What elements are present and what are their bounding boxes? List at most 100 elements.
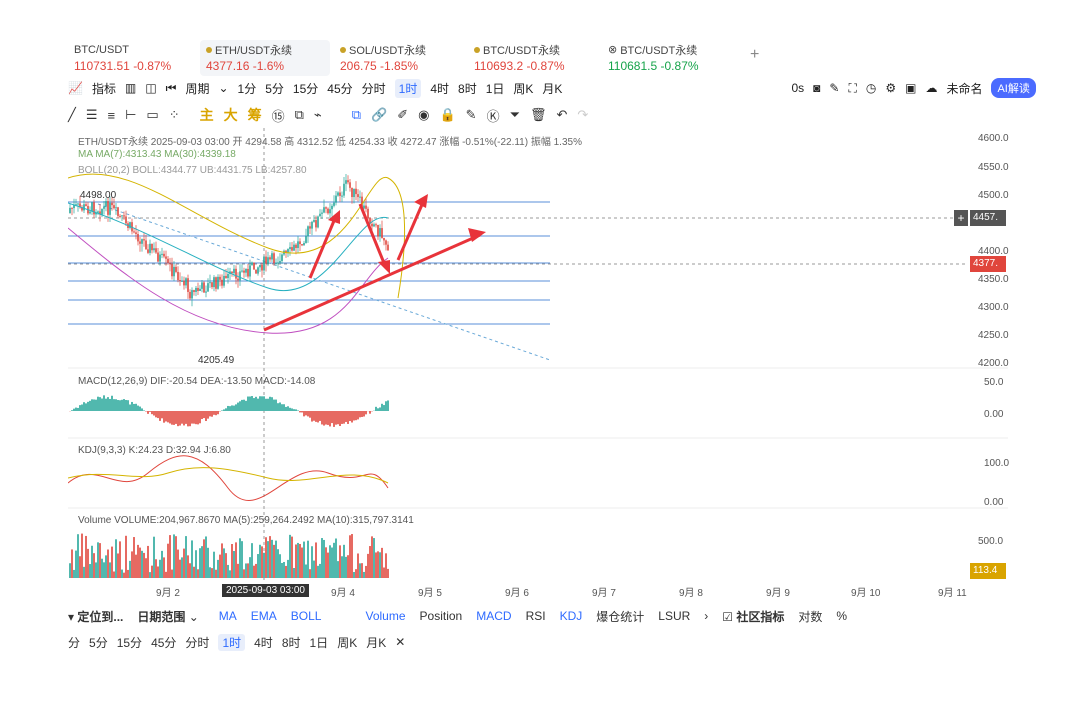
indicator-volume[interactable]: Volume bbox=[365, 609, 406, 623]
macd-bar bbox=[107, 397, 109, 411]
tf-1m-b[interactable]: 分 bbox=[68, 635, 81, 650]
rect-tool-icon[interactable]: ▭ bbox=[146, 107, 159, 122]
indicator-ma[interactable]: MA bbox=[218, 609, 237, 623]
tf-4h[interactable]: 4时 bbox=[430, 81, 450, 96]
tf-1d-b[interactable]: 1日 bbox=[309, 635, 329, 650]
volume-bar bbox=[203, 539, 205, 578]
tab-eth-perp[interactable]: ETH/USDT永续 4377.16 -1.6% bbox=[200, 40, 330, 76]
k-icon[interactable]: Ⓚ bbox=[486, 108, 500, 124]
kline-chart[interactable] bbox=[67, 128, 1008, 583]
ray-tool-icon[interactable]: ⊢ bbox=[125, 107, 137, 122]
chart-area[interactable] bbox=[67, 128, 1008, 588]
fifteen-icon[interactable]: ⑮ bbox=[271, 108, 285, 124]
line-tool-icon[interactable]: ╱ bbox=[68, 107, 76, 122]
tf-5m-b[interactable]: 5分 bbox=[89, 635, 108, 650]
tf-1d[interactable]: 1日 bbox=[485, 81, 505, 96]
gear-icon[interactable]: ⚙ bbox=[885, 81, 897, 95]
indicator-rsi[interactable]: RSI bbox=[525, 609, 546, 623]
indicator-position[interactable]: Position bbox=[419, 609, 463, 623]
candle-type-icon[interactable]: ▥ bbox=[124, 81, 137, 95]
lock-icon[interactable]: 🔒 bbox=[439, 107, 456, 122]
date-range-button[interactable]: 日期范围 ⌄ bbox=[137, 609, 199, 624]
chip-indicator-toggle[interactable]: 筹 bbox=[247, 107, 262, 123]
tab-btc-perp[interactable]: BTC/USDT永续 110693.2 -0.87% bbox=[468, 40, 571, 76]
edit-icon[interactable]: ✎ bbox=[465, 107, 477, 122]
period-button[interactable]: 周期 bbox=[185, 81, 210, 96]
trash-icon[interactable]: 🗑 bbox=[530, 107, 547, 122]
macd-bar bbox=[223, 409, 225, 411]
copy-icon[interactable]: ⧉ bbox=[351, 107, 362, 122]
tf-month[interactable]: 月K bbox=[542, 81, 563, 96]
volume-bar bbox=[337, 561, 339, 578]
tf-time[interactable]: 分时 bbox=[361, 81, 386, 96]
indicator-liquidation[interactable]: 爆仓统计 bbox=[596, 609, 645, 624]
log-scale-toggle[interactable]: 对数 bbox=[798, 609, 823, 624]
indicator-macd[interactable]: MACD bbox=[476, 609, 512, 623]
cloud-icon[interactable]: ☁ bbox=[925, 81, 938, 95]
pen-icon[interactable]: ✎ bbox=[829, 81, 840, 95]
volume-bar bbox=[219, 554, 221, 578]
macd-bar bbox=[119, 400, 121, 411]
indicator-boll[interactable]: BOLL bbox=[290, 609, 322, 623]
tf-1m[interactable]: 1分 bbox=[237, 81, 257, 96]
tf-1h[interactable]: 1时 bbox=[394, 78, 422, 98]
link-icon[interactable]: 🔗 bbox=[371, 107, 388, 122]
tf-5m[interactable]: 5分 bbox=[265, 81, 284, 96]
big-indicator-toggle[interactable]: 大 bbox=[223, 107, 238, 123]
replay-icon[interactable]: ⏮ bbox=[165, 80, 177, 95]
ai-button[interactable]: AI解读 bbox=[991, 78, 1036, 98]
candle-body bbox=[211, 282, 213, 288]
volume-bar bbox=[279, 554, 281, 578]
tab-btc-perp-2[interactable]: ⊗ BTC/USDT永续 110681.5 -0.87% bbox=[602, 40, 705, 76]
camera-icon[interactable]: ◙ bbox=[813, 81, 821, 95]
close-icon[interactable]: ✕ bbox=[395, 635, 406, 649]
tab-sol-perp[interactable]: SOL/USDT永续 206.75 -1.85% bbox=[334, 40, 432, 76]
tf-45m-b[interactable]: 45分 bbox=[151, 635, 177, 650]
tf-4h-b[interactable]: 4时 bbox=[254, 635, 273, 650]
macd-bar bbox=[261, 396, 263, 411]
percent-toggle[interactable]: % bbox=[836, 609, 848, 623]
tf-time-b[interactable]: 分时 bbox=[185, 635, 210, 650]
indicator-kdj[interactable]: KDJ bbox=[559, 609, 583, 623]
main-indicator-toggle[interactable]: 主 bbox=[199, 107, 214, 123]
locate-button[interactable]: ▾ 定位到... bbox=[68, 609, 124, 624]
tf-45m[interactable]: 45分 bbox=[327, 81, 353, 96]
tab-btc-spot[interactable]: BTC/USDT 110731.51 -0.87% bbox=[68, 40, 177, 76]
indicator-ema[interactable]: EMA bbox=[250, 609, 277, 623]
brush-icon[interactable]: ✐ bbox=[397, 107, 409, 122]
eye-icon[interactable]: ◉ bbox=[418, 107, 430, 122]
indicator-icon[interactable]: 📈 bbox=[68, 81, 83, 95]
candle-body bbox=[239, 271, 241, 281]
filter-icon[interactable]: ⏷ bbox=[509, 107, 520, 122]
macd-bar bbox=[379, 407, 381, 411]
clock-icon[interactable]: ◷ bbox=[865, 81, 877, 95]
tf-1h-b[interactable]: 1时 bbox=[218, 633, 246, 651]
magnet-icon[interactable]: ⌁ bbox=[313, 107, 322, 122]
channel-tool-icon[interactable]: ≡ bbox=[107, 107, 116, 123]
indicator-button[interactable]: 指标 bbox=[91, 81, 116, 96]
save-icon[interactable]: ▣ bbox=[905, 81, 917, 95]
tf-15m[interactable]: 15分 bbox=[292, 81, 319, 96]
add-tab-icon[interactable]: + bbox=[750, 46, 760, 63]
tf-month-b[interactable]: 月K bbox=[366, 635, 387, 650]
tf-15m-b[interactable]: 15分 bbox=[116, 635, 143, 650]
tf-8h-b[interactable]: 8时 bbox=[281, 635, 301, 650]
add-alert-icon[interactable]: + bbox=[954, 210, 968, 226]
tf-week[interactable]: 周K bbox=[513, 81, 534, 96]
layout-name[interactable]: 未命名 bbox=[946, 81, 983, 96]
fullscreen-icon[interactable]: ⛶ bbox=[848, 80, 857, 95]
layout-icon[interactable]: ◫ bbox=[145, 81, 157, 95]
undo-icon[interactable]: ↶ bbox=[556, 107, 568, 122]
tf-8h[interactable]: 8时 bbox=[458, 81, 477, 96]
hline-tool-icon[interactable]: ☰ bbox=[85, 107, 98, 122]
price-tick: 4250.0 bbox=[978, 330, 1009, 341]
price-tick: 4400.0 bbox=[978, 246, 1009, 257]
indicator-lsur[interactable]: LSUR bbox=[658, 609, 691, 623]
community-indicator-button[interactable]: ☑ 社区指标 bbox=[722, 609, 785, 624]
chevron-right-icon[interactable]: › bbox=[704, 609, 709, 623]
tf-week-b[interactable]: 周K bbox=[337, 635, 358, 650]
compare-icon[interactable]: ⧉ bbox=[294, 107, 304, 122]
dot-tool-icon[interactable]: ⁘ bbox=[168, 107, 180, 122]
candle-body bbox=[163, 253, 165, 257]
redo-icon[interactable]: ↷ bbox=[577, 107, 589, 122]
